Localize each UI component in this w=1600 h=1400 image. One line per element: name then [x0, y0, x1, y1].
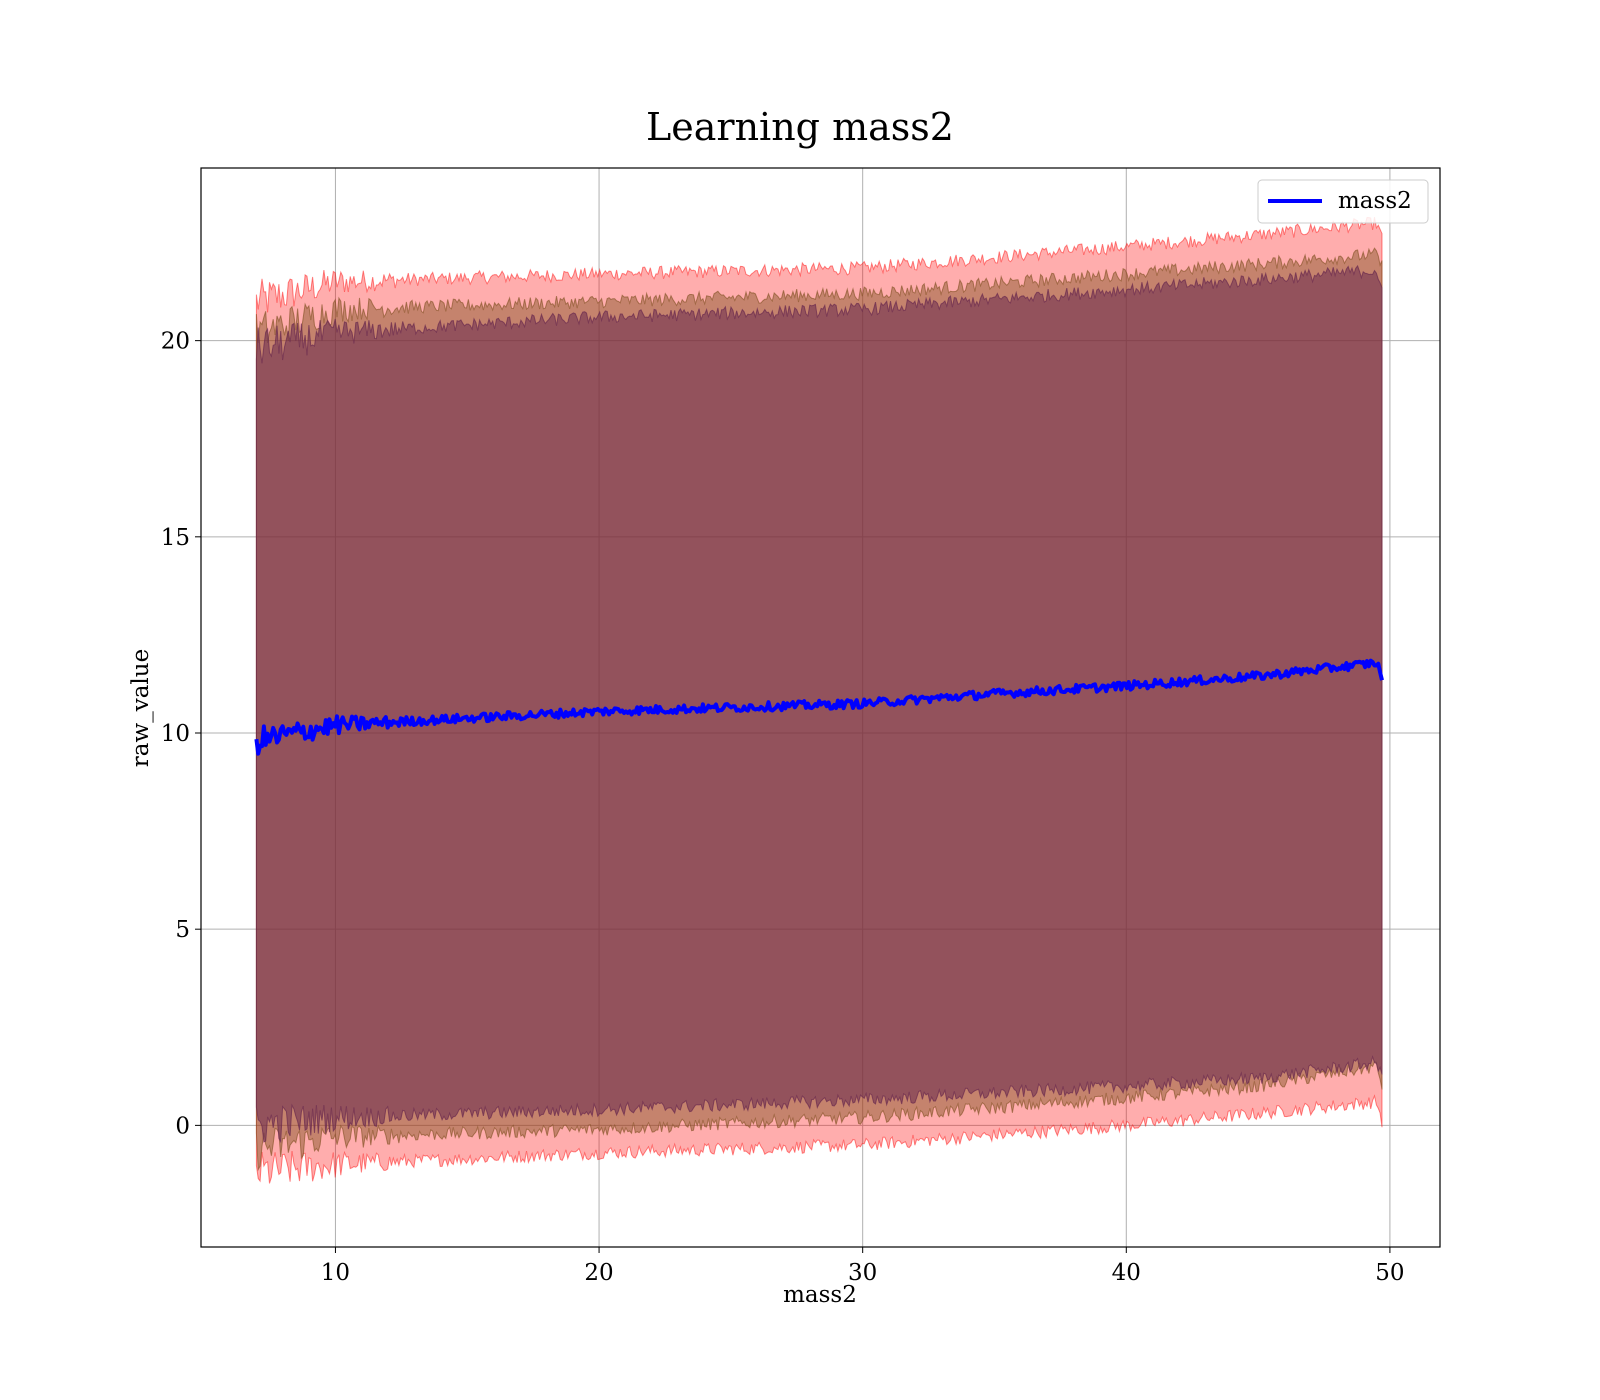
chart-title: Learning mass2: [646, 105, 954, 149]
x-axis-label: mass2: [783, 1282, 857, 1308]
series-line-mass2: [254, 658, 1384, 756]
y-tick-label: 20: [161, 329, 190, 355]
x-tick-label: 20: [584, 1260, 613, 1286]
series-lines: [254, 658, 1384, 756]
y-axis-label: raw_value: [128, 649, 154, 767]
legend-box: [1257, 179, 1429, 224]
y-tick-label: 0: [175, 1113, 190, 1139]
y-tick-label: 15: [161, 525, 190, 551]
x-tick-label: 30: [848, 1260, 877, 1286]
x-tick-label: 40: [1112, 1260, 1141, 1286]
y-tick-label: 10: [161, 721, 190, 747]
x-axis-ticks: 10 20 30 40 50: [321, 1247, 1405, 1286]
legend: mass2: [1257, 179, 1429, 224]
x-tick-label: 10: [321, 1260, 350, 1286]
y-axis-ticks: 0 5 10 15 20: [161, 329, 201, 1139]
legend-label-mass2: mass2: [1338, 188, 1412, 214]
plot-frame: [200, 167, 1441, 1248]
x-tick-label: 50: [1375, 1260, 1404, 1286]
y-tick-label: 5: [175, 917, 190, 943]
